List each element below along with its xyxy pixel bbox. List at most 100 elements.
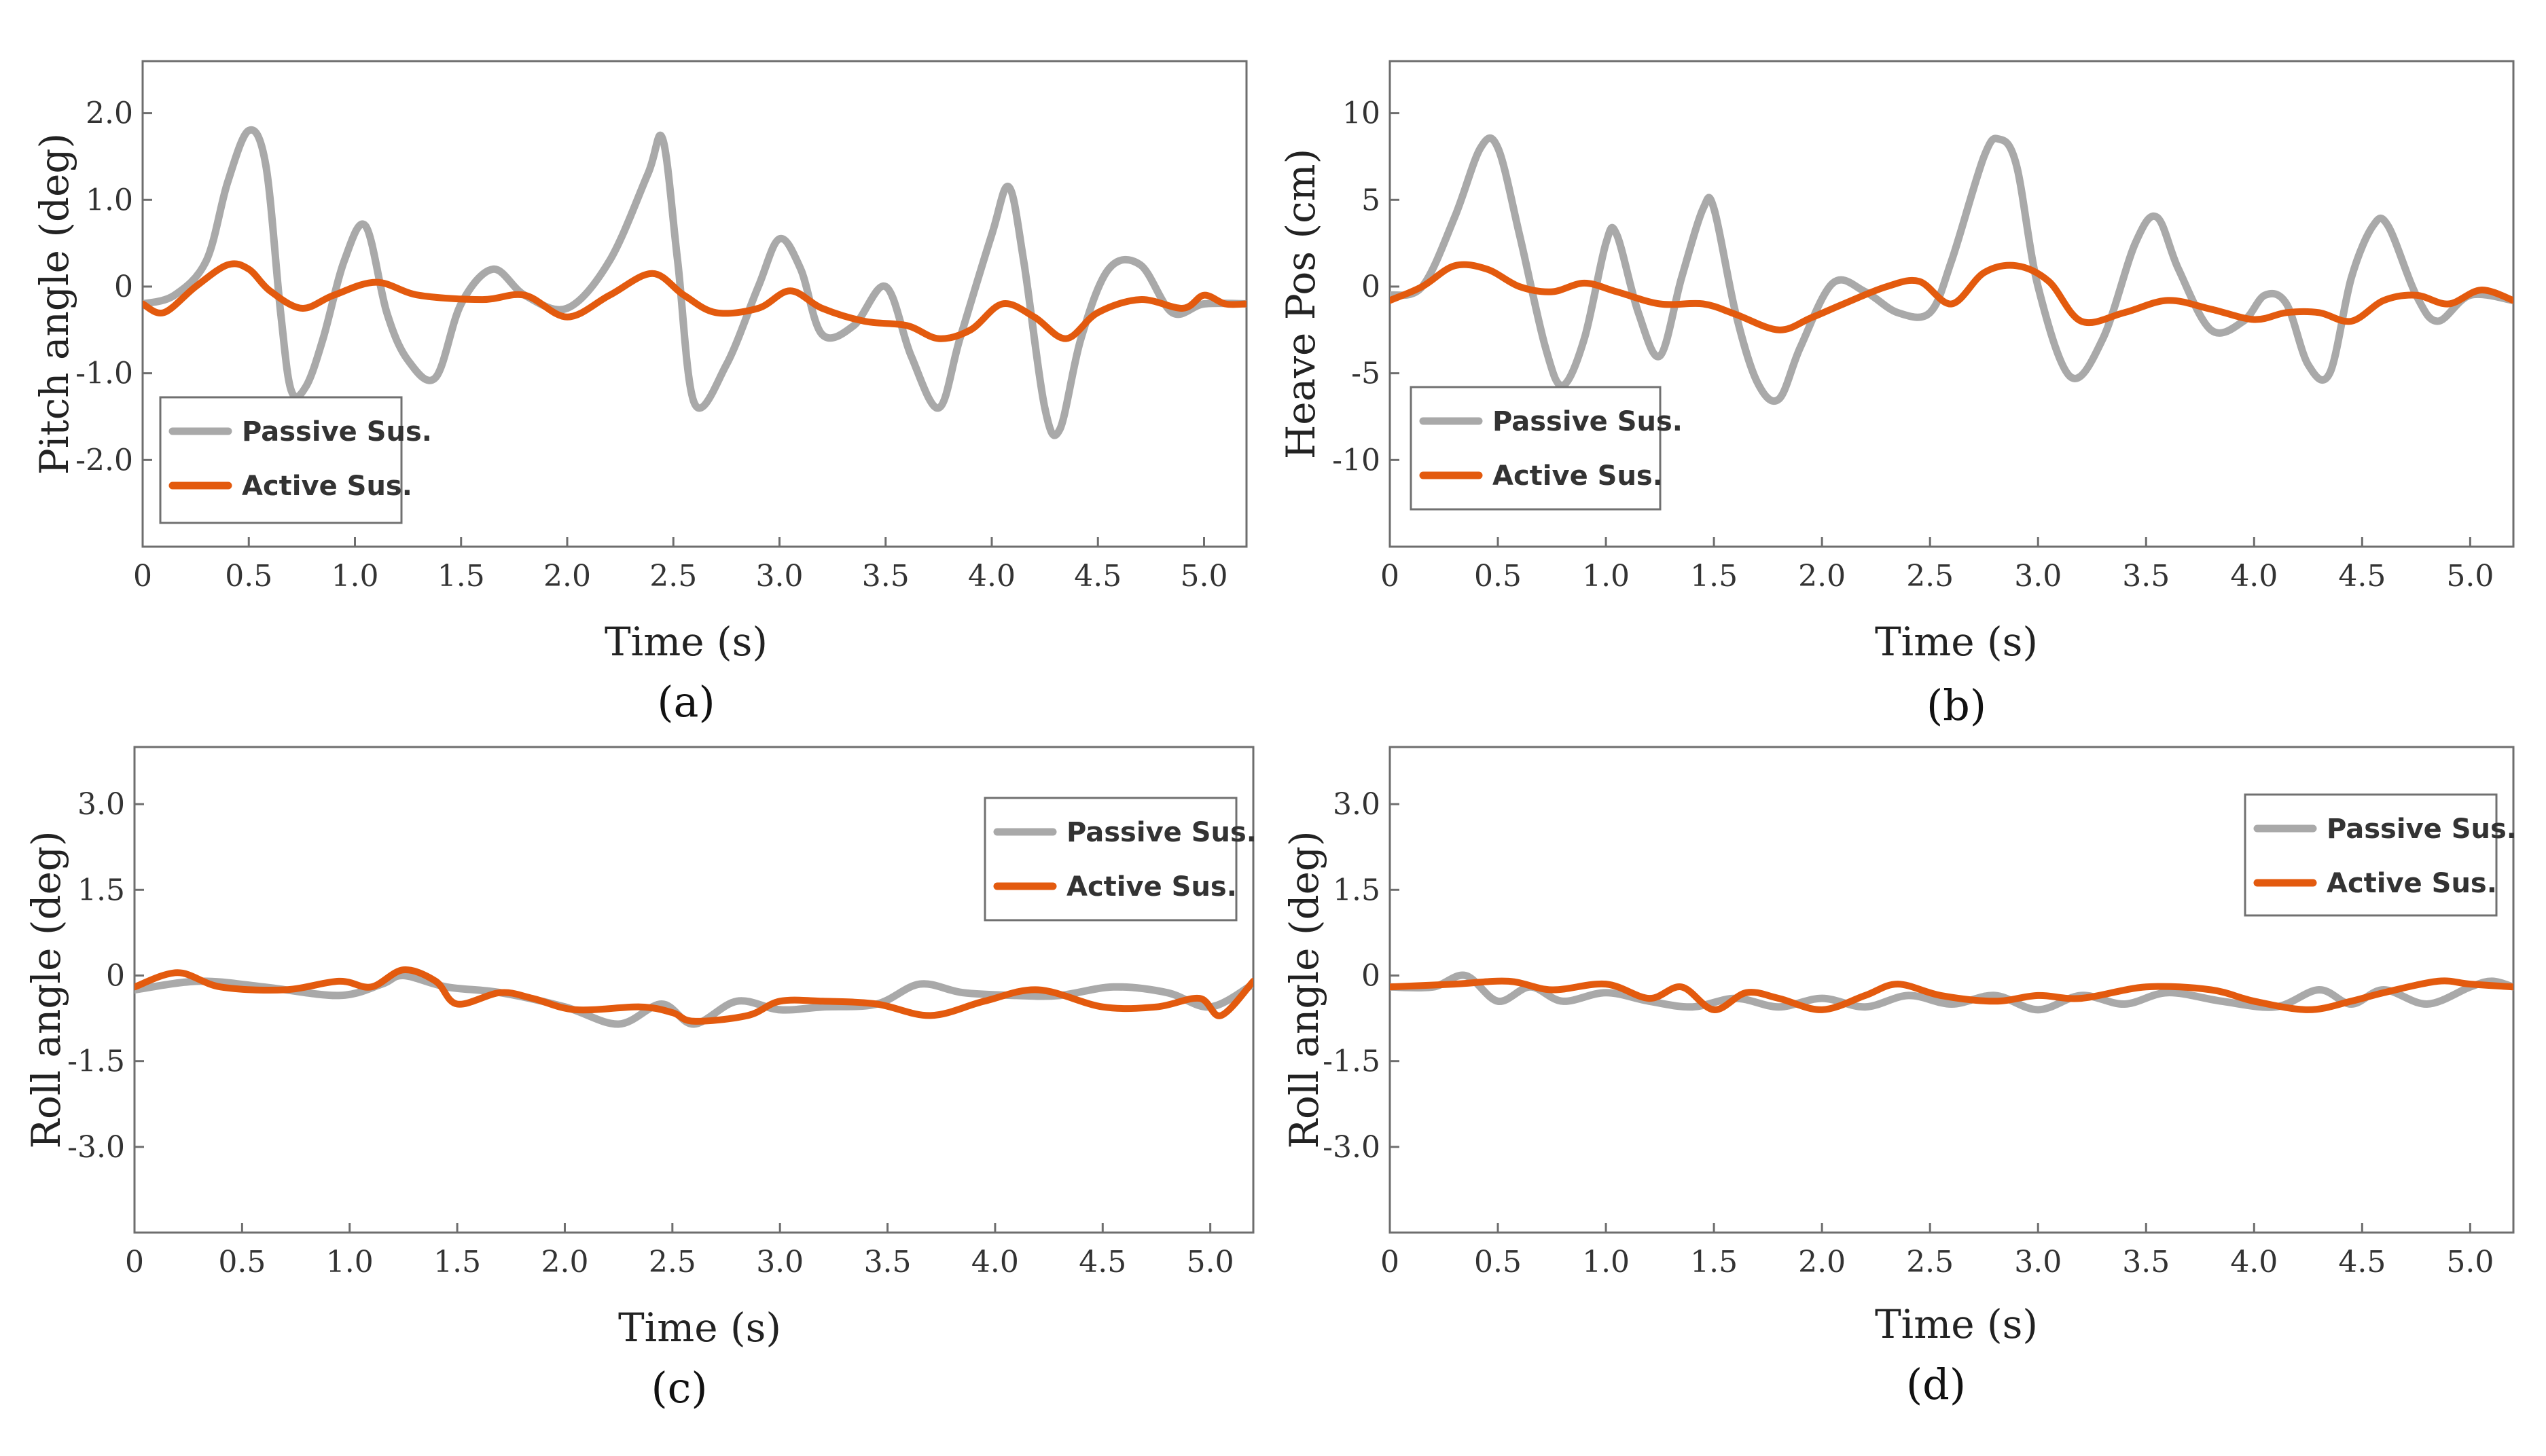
y-axis-title: Roll angle (deg) [23,831,69,1148]
y-tick-label: 0 [1361,270,1380,304]
x-tick-label: 3.5 [2122,559,2170,594]
x-tick-label: 3.5 [862,559,910,594]
passive-series-line [1390,134,2513,405]
legend-label: Passive Sus. [2327,814,2517,845]
x-tick-label: 5.0 [1187,1245,1234,1279]
y-tick-label: -1.0 [75,357,133,391]
y-tick-label: -1.5 [67,1044,125,1079]
x-tick-label: 0 [125,1245,144,1279]
x-tick-label: 4.0 [971,1245,1019,1279]
y-tick-label: -3.0 [67,1130,125,1165]
y-tick-label: 0 [114,270,133,304]
x-tick-label: 2.5 [649,1245,696,1279]
legend: Passive Sus. Active Sus. [2244,793,2517,917]
x-tick-label: 0 [1380,559,1399,594]
x-tick-label: 1.0 [326,1245,374,1279]
legend-label: Active Sus. [2327,868,2497,899]
legend-box [984,797,1238,922]
series-group [135,966,1253,1028]
x-tick-label: 0.5 [218,1245,266,1279]
x-tick-label: 5.0 [2446,1245,2494,1279]
x-tick-label: 2.0 [543,559,591,594]
y-axis-title: Heave Pos (cm) [1278,149,1324,460]
x-tick-label: 3.0 [2014,559,2062,594]
y-tick-label: -10 [1332,443,1380,477]
legend-label: Active Sus. [1492,460,1663,492]
x-tick-label: 3.0 [756,1245,804,1279]
x-tick-label: 2.0 [1798,559,1846,594]
x-tick-label: 4.0 [2230,1245,2278,1279]
series-group [1390,971,2513,1014]
y-tick-label: 0 [1361,958,1380,993]
x-tick-label: 1.0 [1582,559,1630,594]
x-tick-label: 0.5 [225,559,272,594]
active-series-line [135,966,1253,1025]
legend-label: Active Sus. [1066,871,1237,903]
legend-box [1410,386,1662,511]
legend-label: Passive Sus. [1492,406,1683,437]
panel-label: (d) [1906,1360,1966,1409]
x-tick-label: 2.0 [1798,1245,1846,1279]
chart-panel: 0 0.5 1.0 1.5 2.0 2.5 3.0 3.5 4.0 4.5 5.0 2.0 1.0 0 -1… [31,60,1248,727]
y-tick-label: -3.0 [1323,1130,1380,1165]
x-tick-label: 0.5 [1474,1245,1522,1279]
x-tick-label: 2.5 [1906,559,1954,594]
x-tick-label: 1.5 [1690,1245,1738,1279]
y-tick-label: 5 [1361,183,1380,217]
x-tick-label: 3.0 [2014,1245,2062,1279]
panel-label: (c) [651,1363,707,1413]
x-axis-title: Time (s) [1875,619,2038,665]
legend: Passive Sus. Active Sus. [159,396,432,524]
y-tick-label: 1.5 [77,873,125,907]
legend-label: Passive Sus. [242,416,432,448]
x-tick-label: 4.5 [2338,559,2386,594]
active-series-line [1390,261,2513,333]
x-tick-label: 2.0 [541,1245,588,1279]
active-series-line [1390,977,2513,1013]
x-tick-label: 5.0 [2446,559,2494,594]
series-group [1390,134,2513,405]
legend: Passive Sus. Active Sus. [984,797,1257,922]
y-tick-label: 2.0 [86,96,133,131]
y-tick-label: -2.0 [75,443,133,477]
panel-label: (b) [1926,680,1986,730]
legend-box [2244,793,2498,917]
x-tick-label: 1.5 [1690,559,1738,594]
panel-label: (a) [657,677,715,727]
x-tick-label: 1.0 [1582,1245,1630,1279]
x-tick-label: 4.0 [2230,559,2278,594]
x-tick-label: 4.0 [968,559,1016,594]
x-tick-label: 3.5 [2122,1245,2170,1279]
y-axis-title: Roll angle (deg) [1281,831,1327,1148]
y-tick-label: -1.5 [1323,1044,1380,1079]
x-tick-label: 2.5 [1906,1245,1954,1279]
x-tick-label: 1.5 [437,559,485,594]
y-tick-label: -5 [1351,357,1380,391]
y-tick-label: 1.0 [86,183,133,217]
x-tick-label: 2.5 [649,559,697,594]
x-axis-title: Time (s) [605,619,768,665]
x-tick-label: 1.5 [433,1245,481,1279]
x-tick-label: 4.5 [1079,1245,1126,1279]
chart-panel: 0 0.5 1.0 1.5 2.0 2.5 3.0 3.5 4.0 4.5 5.0 10 5 0 -5 -10… [1278,60,2515,730]
x-axis-title: Time (s) [1875,1301,2038,1347]
chart-panel: 0 0.5 1.0 1.5 2.0 2.5 3.0 3.5 4.0 4.5 5.0 3.0 1.5 0 -1… [1281,746,2517,1409]
active-series-line [143,260,1247,342]
legend-label: Passive Sus. [1066,817,1257,848]
x-tick-label: 3.5 [864,1245,912,1279]
x-tick-label: 4.5 [2338,1245,2386,1279]
passive-series-line [143,126,1247,439]
y-axis-title: Pitch angle (deg) [31,133,77,475]
legend: Passive Sus. Active Sus. [1410,386,1683,511]
x-tick-label: 3.0 [756,559,804,594]
x-tick-label: 0 [133,559,152,594]
x-tick-label: 4.5 [1074,559,1122,594]
x-tick-label: 0 [1380,1245,1399,1279]
x-tick-label: 1.0 [331,559,379,594]
y-tick-label: 3.0 [1333,787,1380,822]
chart-panel: 0 0.5 1.0 1.5 2.0 2.5 3.0 3.5 4.0 4.5 5.0 3.0 1.5 0 -1… [23,746,1257,1413]
y-tick-label: 0 [106,958,125,993]
x-tick-label: 5.0 [1181,559,1228,594]
legend-label: Active Sus. [242,471,412,502]
series-group [143,126,1247,439]
